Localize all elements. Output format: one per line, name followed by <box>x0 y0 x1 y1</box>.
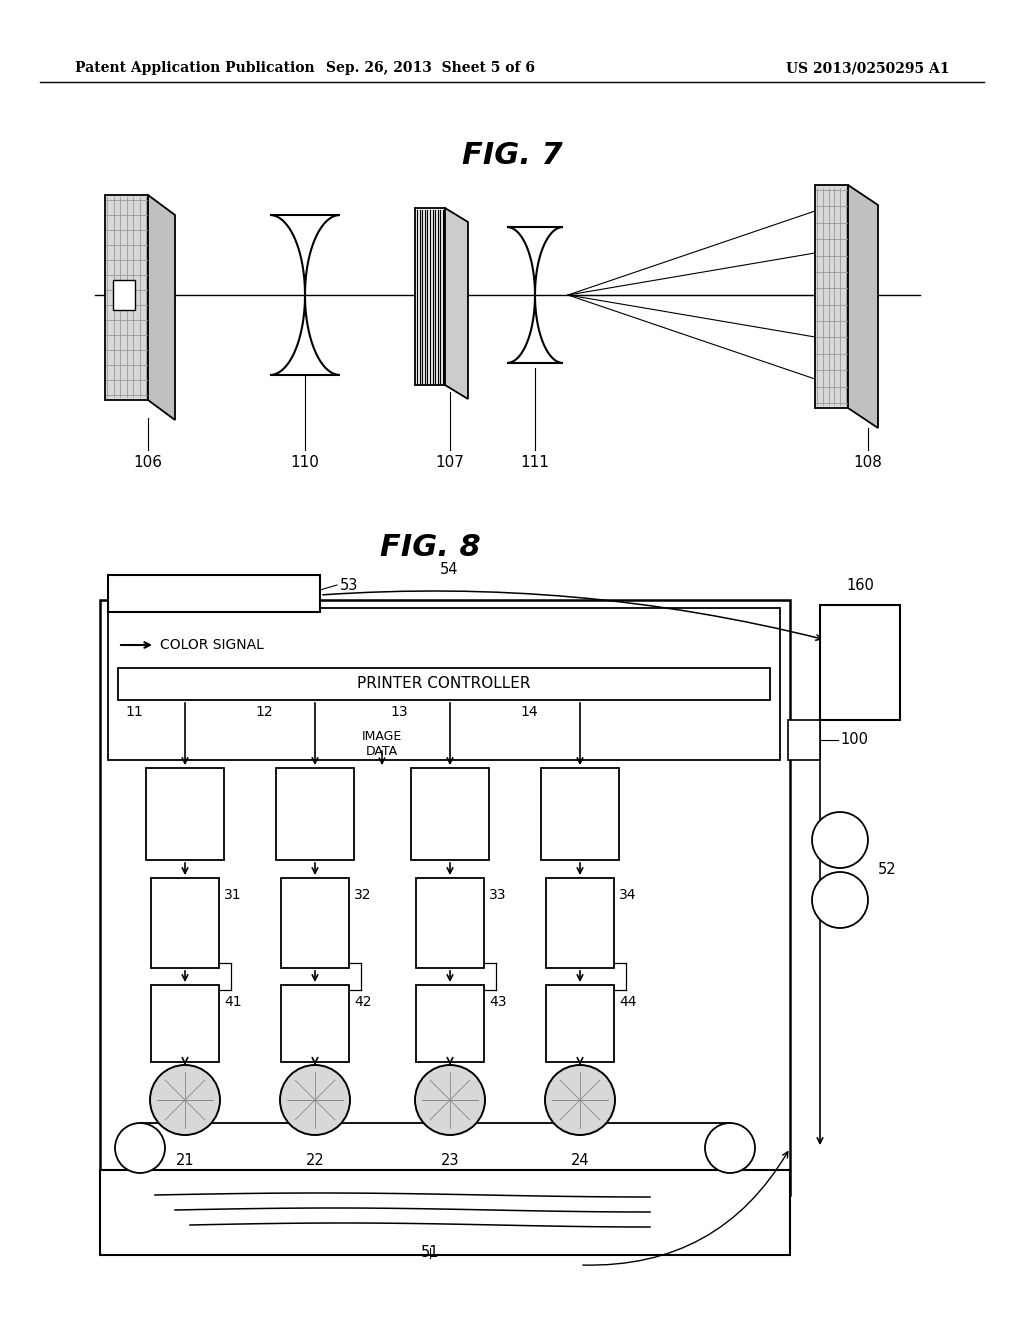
Polygon shape <box>815 185 848 408</box>
Text: 100: 100 <box>840 733 868 747</box>
Text: 42: 42 <box>354 995 372 1008</box>
FancyBboxPatch shape <box>416 878 484 968</box>
Text: Patent Application Publication: Patent Application Publication <box>75 61 314 75</box>
FancyBboxPatch shape <box>281 985 349 1063</box>
Text: 41: 41 <box>224 995 242 1008</box>
Text: 52: 52 <box>878 862 897 878</box>
FancyBboxPatch shape <box>411 768 489 861</box>
Text: IMAGE
DATA: IMAGE DATA <box>361 730 402 758</box>
FancyBboxPatch shape <box>820 605 900 719</box>
Text: 53: 53 <box>340 578 358 593</box>
Text: 34: 34 <box>618 888 637 902</box>
Text: 31: 31 <box>224 888 242 902</box>
Text: PRINTER CONTROLLER: PRINTER CONTROLLER <box>357 676 530 692</box>
Text: 111: 111 <box>520 455 550 470</box>
FancyBboxPatch shape <box>541 768 618 861</box>
Polygon shape <box>270 215 340 375</box>
Polygon shape <box>415 209 445 385</box>
Circle shape <box>150 1065 220 1135</box>
Circle shape <box>705 1123 755 1173</box>
FancyBboxPatch shape <box>118 668 770 700</box>
Text: 33: 33 <box>489 888 507 902</box>
Text: 51: 51 <box>421 1245 439 1261</box>
Text: 110: 110 <box>291 455 319 470</box>
Text: EXTERNAL DEVICE: EXTERNAL DEVICE <box>150 586 279 601</box>
Text: 107: 107 <box>435 455 465 470</box>
Text: FIG. 7: FIG. 7 <box>462 140 562 169</box>
Circle shape <box>280 1065 350 1135</box>
Text: 23: 23 <box>440 1152 459 1168</box>
Polygon shape <box>148 195 175 420</box>
Text: 11: 11 <box>125 705 143 719</box>
Text: 12: 12 <box>255 705 273 719</box>
FancyBboxPatch shape <box>108 576 319 612</box>
FancyBboxPatch shape <box>546 985 614 1063</box>
FancyBboxPatch shape <box>546 878 614 968</box>
Text: 24: 24 <box>570 1152 590 1168</box>
FancyBboxPatch shape <box>276 768 354 861</box>
Text: 54: 54 <box>440 562 459 578</box>
FancyBboxPatch shape <box>281 878 349 968</box>
Polygon shape <box>105 195 148 400</box>
Text: 13: 13 <box>390 705 408 719</box>
Text: 108: 108 <box>854 455 883 470</box>
Text: 106: 106 <box>133 455 163 470</box>
Text: 44: 44 <box>618 995 637 1008</box>
FancyBboxPatch shape <box>146 768 224 861</box>
FancyBboxPatch shape <box>108 609 780 760</box>
Circle shape <box>415 1065 485 1135</box>
Text: Sep. 26, 2013  Sheet 5 of 6: Sep. 26, 2013 Sheet 5 of 6 <box>326 61 535 75</box>
Polygon shape <box>848 185 878 428</box>
Text: 21: 21 <box>176 1152 195 1168</box>
FancyBboxPatch shape <box>151 985 219 1063</box>
Circle shape <box>812 812 868 869</box>
Text: 22: 22 <box>305 1152 325 1168</box>
FancyBboxPatch shape <box>416 985 484 1063</box>
FancyBboxPatch shape <box>151 878 219 968</box>
Circle shape <box>812 873 868 928</box>
Text: 32: 32 <box>354 888 372 902</box>
Text: COLOR SIGNAL: COLOR SIGNAL <box>160 638 264 652</box>
FancyBboxPatch shape <box>100 601 790 1195</box>
Text: US 2013/0250295 A1: US 2013/0250295 A1 <box>786 61 950 75</box>
Circle shape <box>545 1065 615 1135</box>
FancyBboxPatch shape <box>788 719 820 760</box>
Text: 14: 14 <box>520 705 538 719</box>
Polygon shape <box>445 209 468 399</box>
FancyBboxPatch shape <box>113 280 135 310</box>
Text: FIG. 8: FIG. 8 <box>380 533 480 562</box>
Text: 43: 43 <box>489 995 507 1008</box>
FancyBboxPatch shape <box>100 1170 790 1255</box>
Circle shape <box>115 1123 165 1173</box>
Polygon shape <box>507 227 563 363</box>
Text: 160: 160 <box>846 578 873 593</box>
